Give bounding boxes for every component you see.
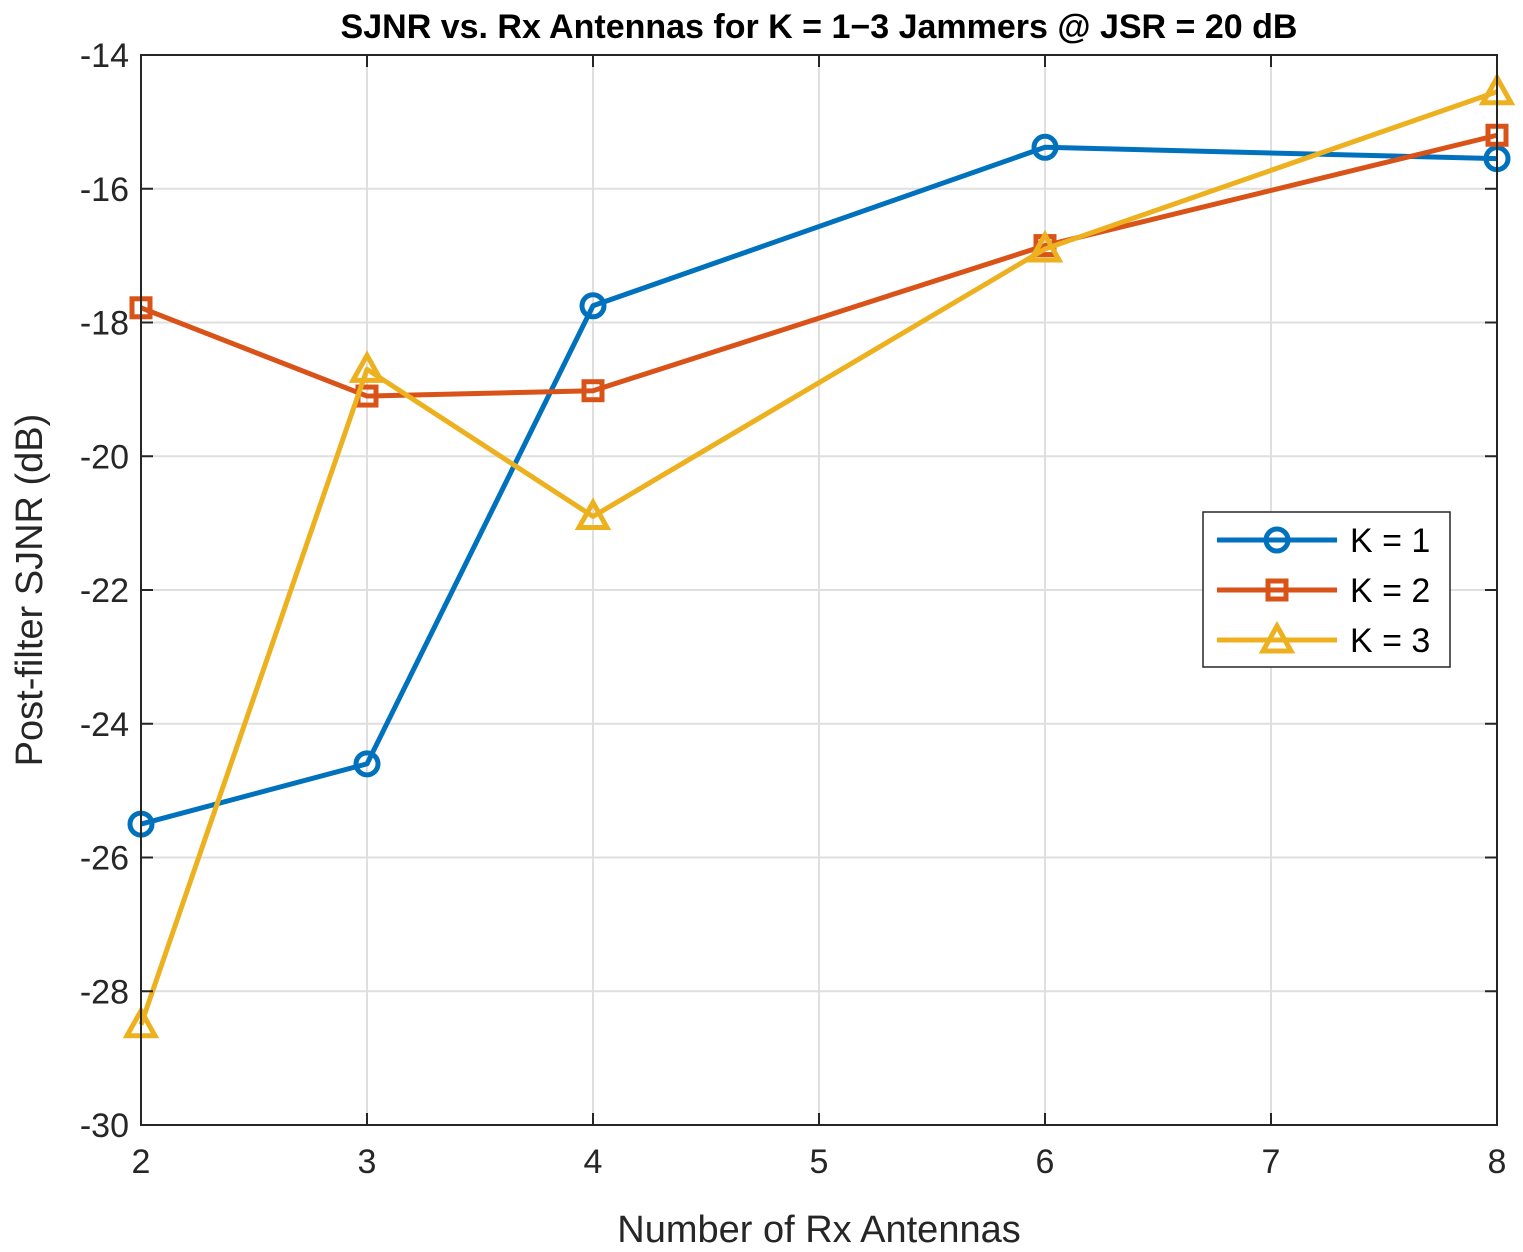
triangle-data-point: [574, 497, 612, 530]
legend-entry-k2: K = 2: [1217, 572, 1430, 610]
ticks: 2 3 4 5 6 7 8 -30 -28 -26 -24 -22 -20 -18 -16 -14: [80, 37, 1507, 1181]
legend-label: K = 3: [1350, 622, 1430, 660]
triangle-data-point: [1026, 229, 1064, 263]
x-tick-label: 4: [584, 1143, 603, 1181]
x-axis-label: Number of Rx Antennas: [617, 1209, 1020, 1251]
legend-label: K = 1: [1350, 522, 1430, 560]
square-data-point: [581, 379, 605, 403]
legend-circle-marker: [1263, 526, 1291, 554]
circle-data-point: [579, 292, 607, 320]
y-tick-label: -22: [80, 572, 129, 610]
x-tick-label: 7: [1262, 1143, 1281, 1181]
chart-title: SJNR vs. Rx Antennas for K = 1−3 Jammers…: [341, 8, 1298, 46]
x-tick-label: 8: [1488, 1143, 1507, 1181]
y-tick-label: -30: [80, 1107, 129, 1145]
circle-data-point: [1031, 133, 1059, 161]
legend-label: K = 2: [1350, 572, 1430, 610]
legend: K = 1 K = 2 K = 3: [1202, 511, 1451, 668]
y-tick-label: -28: [80, 973, 129, 1011]
series-line: [140, 132, 1498, 399]
x-tick-label: 5: [810, 1143, 829, 1181]
y-axis-label: Post-filter SJNR (dB): [9, 414, 51, 767]
x-tick-label: 2: [132, 1143, 151, 1181]
legend-square-marker: [1265, 578, 1289, 602]
y-tick-label: -16: [80, 171, 129, 209]
circle-data-point: [353, 750, 381, 778]
x-tick-label: 6: [1036, 1143, 1055, 1181]
series-layer: [122, 72, 1516, 1039]
legend-triangle-marker: [1258, 620, 1296, 654]
legend-entry-k3: K = 3: [1217, 620, 1430, 660]
y-tick-label: -14: [80, 37, 129, 75]
legend-entry-k1: K = 1: [1217, 522, 1430, 560]
series-line: [138, 89, 1498, 1026]
x-tick-label: 3: [358, 1143, 377, 1181]
y-tick-label: -20: [80, 438, 129, 476]
triangle-data-point: [348, 350, 386, 383]
series-line: [140, 144, 1498, 827]
y-tick-label: -26: [80, 840, 129, 878]
y-tick-label: -18: [80, 305, 129, 343]
y-tick-label: -24: [80, 706, 129, 744]
